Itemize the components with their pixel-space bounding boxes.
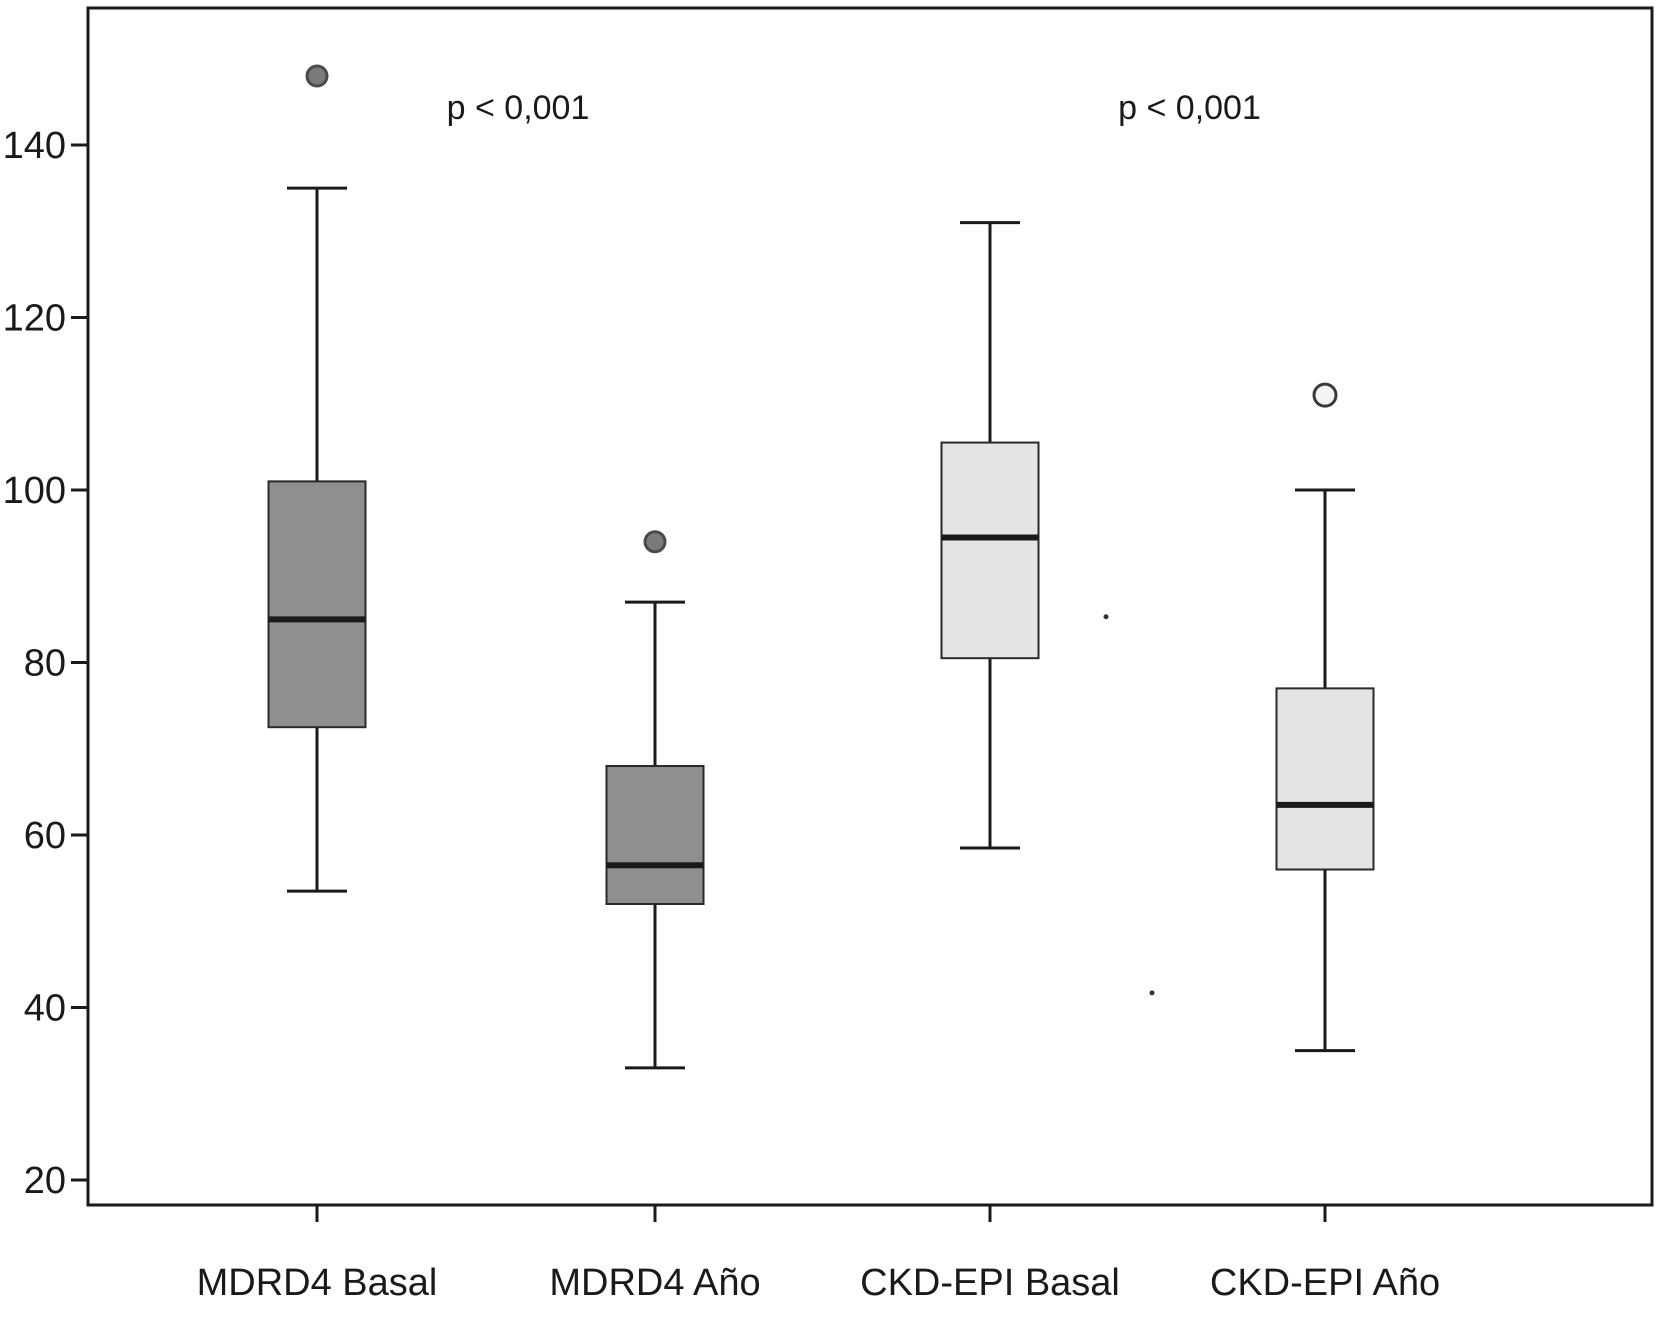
y-axis-tick-label: 40 — [24, 988, 66, 1030]
stray-mark — [1103, 614, 1109, 620]
outlier-point-open — [1312, 382, 1338, 408]
x-axis-category-label: MDRD4 Basal — [197, 1262, 438, 1304]
y-axis-tick-label: 80 — [24, 643, 66, 685]
x-axis-category-label: CKD-EPI Año — [1210, 1262, 1440, 1304]
stray-mark — [1149, 990, 1155, 996]
outlier-point-filled — [305, 64, 329, 88]
x-axis-category-label: CKD-EPI Basal — [860, 1262, 1120, 1304]
y-axis-tick-label: 100 — [3, 470, 66, 512]
p-value-annotation: p < 0,001 — [447, 89, 590, 127]
y-axis-tick-label: 140 — [3, 125, 66, 167]
iqr-box — [1275, 687, 1375, 871]
y-axis-tick-label: 60 — [24, 815, 66, 857]
iqr-box — [940, 441, 1040, 660]
y-axis-tick-label: 120 — [3, 298, 66, 340]
iqr-box — [605, 765, 705, 905]
x-axis-category-label: MDRD4 Año — [549, 1262, 760, 1304]
iqr-box — [267, 480, 367, 729]
outlier-point-filled — [643, 530, 667, 554]
y-axis-tick-label: 20 — [24, 1160, 66, 1202]
p-value-annotation: p < 0,001 — [1118, 89, 1261, 127]
